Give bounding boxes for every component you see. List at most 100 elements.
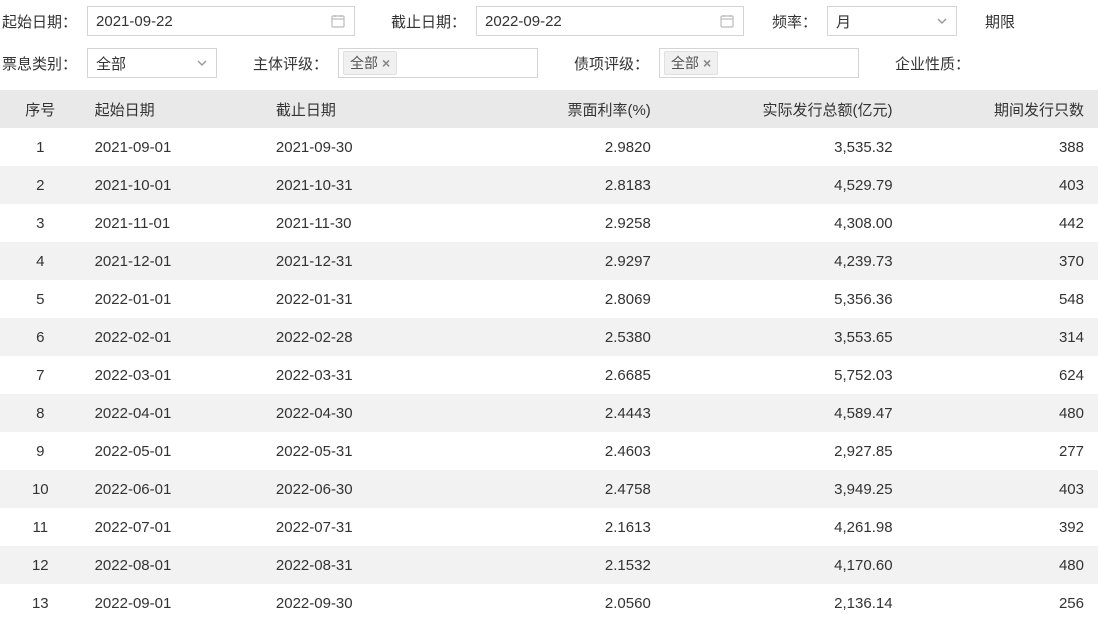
table-cell: 11: [0, 508, 81, 546]
end-date-value: 2022-09-22: [485, 13, 562, 30]
bond-rating-tag: 全部 ×: [664, 51, 718, 75]
table-row[interactable]: 42021-12-012021-12-312.92974,239.73370: [0, 242, 1098, 280]
table-cell: 4: [0, 242, 81, 280]
table-cell: 2022-02-01: [81, 318, 262, 356]
table-cell: 4,261.98: [665, 508, 907, 546]
data-table: 序号 起始日期 截止日期 票面利率(%) 实际发行总额(亿元) 期间发行只数 1…: [0, 90, 1098, 622]
issuer-rating-input[interactable]: 全部 ×: [338, 48, 538, 78]
table-cell: 7: [0, 356, 81, 394]
table-cell: 2.5380: [463, 318, 664, 356]
table-row[interactable]: 32021-11-012021-11-302.92584,308.00442: [0, 204, 1098, 242]
table-cell: 2022-01-01: [81, 280, 262, 318]
table-row[interactable]: 82022-04-012022-04-302.44434,589.47480: [0, 394, 1098, 432]
table-row[interactable]: 132022-09-012022-09-302.05602,136.14256: [0, 584, 1098, 622]
close-icon[interactable]: ×: [703, 55, 711, 71]
table-cell: 12: [0, 546, 81, 584]
table-cell: 370: [907, 242, 1098, 280]
start-date-value: 2021-09-22: [96, 13, 173, 30]
table-body: 12021-09-012021-09-302.98203,535.3238822…: [0, 128, 1098, 622]
table-cell: 4,239.73: [665, 242, 907, 280]
bond-rating-tag-text: 全部: [671, 53, 699, 73]
table-cell: 2.0560: [463, 584, 664, 622]
freq-select[interactable]: 月: [827, 6, 957, 36]
table-cell: 2022-09-01: [81, 584, 262, 622]
table-cell: 2.1532: [463, 546, 664, 584]
table-row[interactable]: 112022-07-012022-07-312.16134,261.98392: [0, 508, 1098, 546]
issuer-rating-tag-text: 全部: [350, 53, 378, 73]
table-cell: 3,535.32: [665, 128, 907, 166]
table-cell: 392: [907, 508, 1098, 546]
table-cell: 2.9297: [463, 242, 664, 280]
close-icon[interactable]: ×: [382, 55, 390, 71]
table-cell: 314: [907, 318, 1098, 356]
end-date-input[interactable]: 2022-09-22: [476, 6, 744, 36]
table-cell: 2022-05-31: [262, 432, 463, 470]
table-cell: 2022-06-01: [81, 470, 262, 508]
table-cell: 2.9820: [463, 128, 664, 166]
table-cell: 4,529.79: [665, 166, 907, 204]
col-header-end[interactable]: 截止日期: [262, 90, 463, 128]
table-row[interactable]: 122022-08-012022-08-312.15324,170.60480: [0, 546, 1098, 584]
table-cell: 2.4443: [463, 394, 664, 432]
filter-row-2: 票息类别： 全部 主体评级： 全部 × 债项评级： 全部 × 企业性质：: [0, 42, 1098, 84]
table-cell: 2022-05-01: [81, 432, 262, 470]
table-cell: 403: [907, 470, 1098, 508]
table-cell: 2021-09-01: [81, 128, 262, 166]
table-cell: 2021-11-01: [81, 204, 262, 242]
table-row[interactable]: 72022-03-012022-03-312.66855,752.03624: [0, 356, 1098, 394]
table-row[interactable]: 12021-09-012021-09-302.98203,535.32388: [0, 128, 1098, 166]
table-cell: 2,927.85: [665, 432, 907, 470]
table-cell: 1: [0, 128, 81, 166]
table-cell: 2021-10-01: [81, 166, 262, 204]
table-row[interactable]: 92022-05-012022-05-312.46032,927.85277: [0, 432, 1098, 470]
issuer-rating-label: 主体评级：: [251, 53, 330, 74]
table-cell: 2021-12-01: [81, 242, 262, 280]
col-header-start[interactable]: 起始日期: [81, 90, 262, 128]
table-cell: 2022-03-01: [81, 356, 262, 394]
calendar-icon: [719, 13, 735, 29]
table-cell: 3: [0, 204, 81, 242]
table-cell: 480: [907, 546, 1098, 584]
table-cell: 2022-03-31: [262, 356, 463, 394]
table-cell: 13: [0, 584, 81, 622]
table-row[interactable]: 22021-10-012021-10-312.81834,529.79403: [0, 166, 1098, 204]
start-date-input[interactable]: 2021-09-22: [87, 6, 355, 36]
table-cell: 5,752.03: [665, 356, 907, 394]
bond-rating-input[interactable]: 全部 ×: [659, 48, 859, 78]
table-row[interactable]: 52022-01-012022-01-312.80695,356.36548: [0, 280, 1098, 318]
table-cell: 548: [907, 280, 1098, 318]
table-row[interactable]: 62022-02-012022-02-282.53803,553.65314: [0, 318, 1098, 356]
col-header-amount[interactable]: 实际发行总额(亿元): [665, 90, 907, 128]
chevron-down-icon: [936, 15, 948, 27]
table-cell: 277: [907, 432, 1098, 470]
enterprise-nature-label: 企业性质：: [893, 53, 972, 74]
calendar-icon: [330, 13, 346, 29]
col-header-count[interactable]: 期间发行只数: [907, 90, 1098, 128]
table-cell: 3,553.65: [665, 318, 907, 356]
freq-value: 月: [836, 11, 851, 32]
table-row[interactable]: 102022-06-012022-06-302.47583,949.25403: [0, 470, 1098, 508]
coupon-type-label: 票息类别：: [0, 53, 79, 74]
coupon-type-select[interactable]: 全部: [87, 48, 217, 78]
table-cell: 5,356.36: [665, 280, 907, 318]
table-cell: 2.8183: [463, 166, 664, 204]
table-cell: 2022-04-30: [262, 394, 463, 432]
table-cell: 2.8069: [463, 280, 664, 318]
table-cell: 2: [0, 166, 81, 204]
table-cell: 442: [907, 204, 1098, 242]
table-cell: 2.4758: [463, 470, 664, 508]
table-cell: 4,589.47: [665, 394, 907, 432]
coupon-type-value: 全部: [96, 53, 126, 74]
table-cell: 2.4603: [463, 432, 664, 470]
table-cell: 4,170.60: [665, 546, 907, 584]
table-cell: 2022-02-28: [262, 318, 463, 356]
table-cell: 2022-07-01: [81, 508, 262, 546]
start-date-label: 起始日期：: [0, 11, 79, 32]
table-cell: 2022-08-31: [262, 546, 463, 584]
table-cell: 2,136.14: [665, 584, 907, 622]
bond-rating-label: 债项评级：: [572, 53, 651, 74]
col-header-rate[interactable]: 票面利率(%): [463, 90, 664, 128]
table-cell: 480: [907, 394, 1098, 432]
table-header-row: 序号 起始日期 截止日期 票面利率(%) 实际发行总额(亿元) 期间发行只数: [0, 90, 1098, 128]
col-header-index[interactable]: 序号: [0, 90, 81, 128]
